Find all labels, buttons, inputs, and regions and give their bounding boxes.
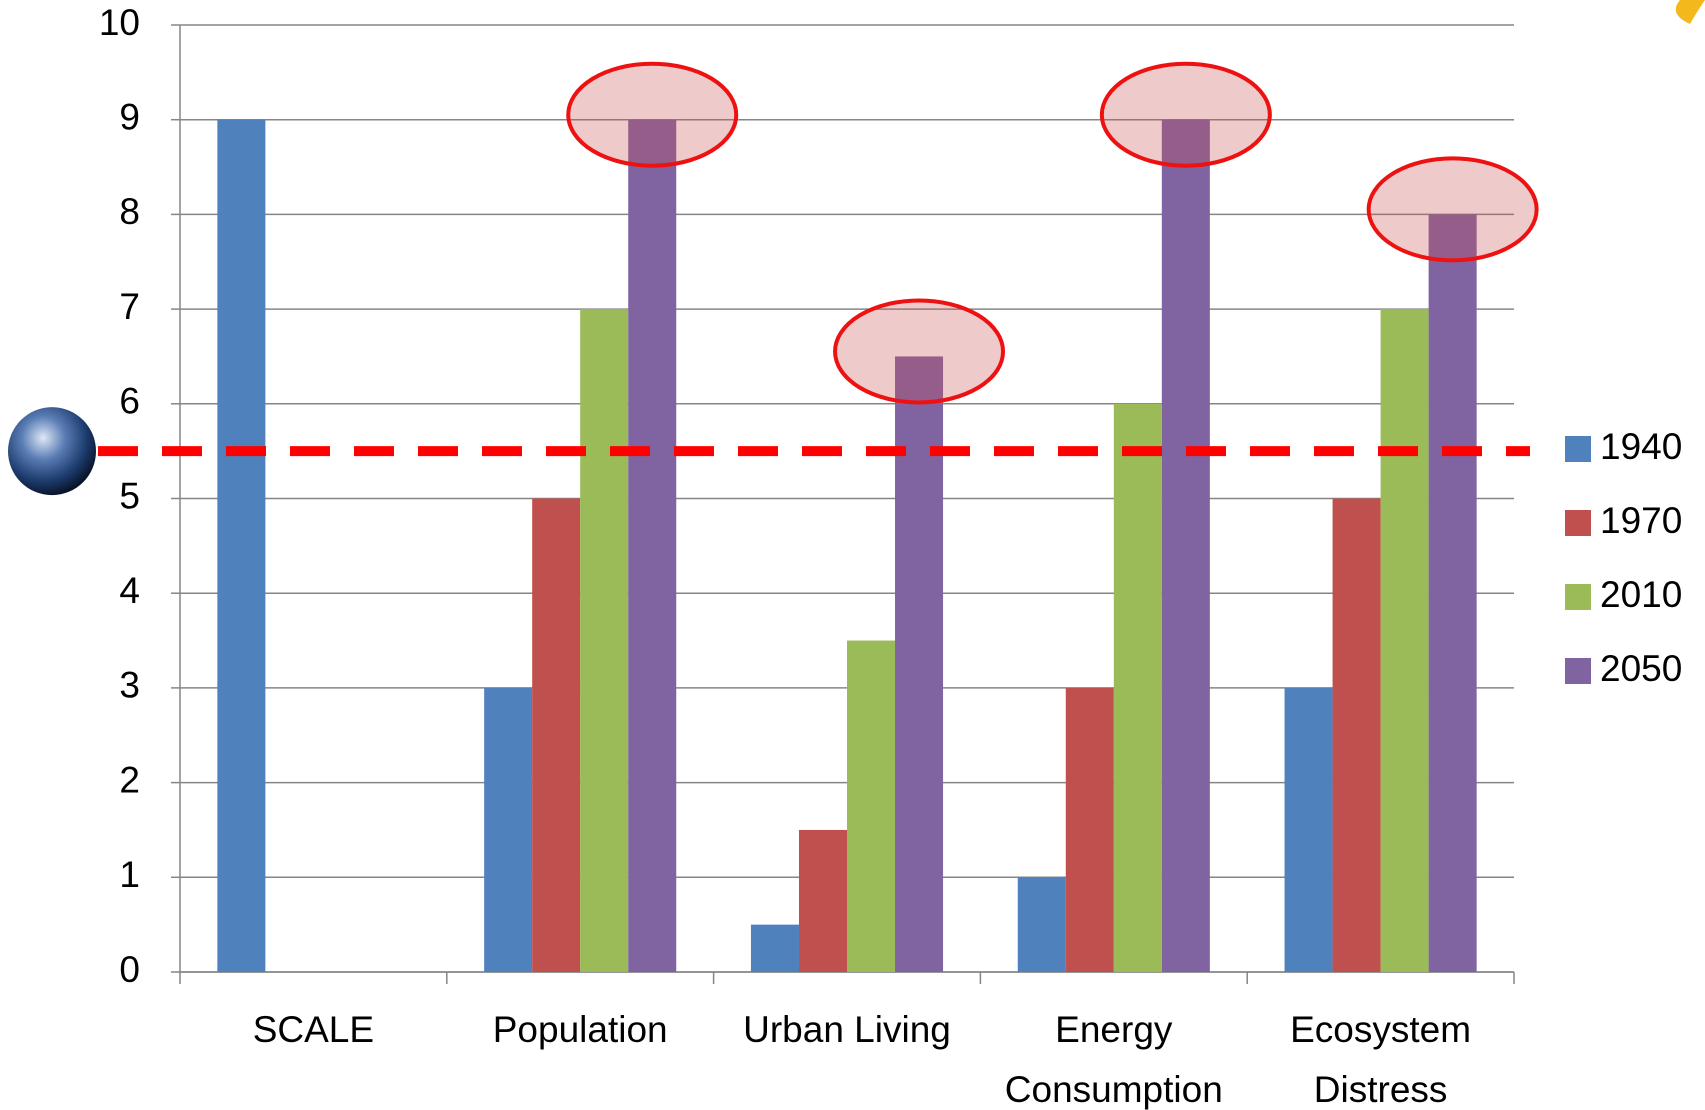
corner-decoration (1675, 0, 1705, 24)
y-tick-label: 7 (119, 286, 140, 327)
x-tick-label: Population (493, 1009, 668, 1050)
y-tick-label: 6 (119, 381, 140, 422)
bar (750, 924, 799, 972)
legend-label: 2050 (1600, 648, 1682, 689)
y-tick-label: 4 (119, 570, 140, 611)
legend-label: 1970 (1600, 500, 1682, 541)
legend-swatch (1565, 584, 1591, 610)
bar (1284, 687, 1333, 972)
x-tick-label: Urban Living (743, 1009, 951, 1050)
bar (532, 498, 581, 972)
bar (1161, 119, 1210, 972)
x-tick-label-line: SCALE (253, 1009, 374, 1050)
x-tick-label-line: Energy (1055, 1009, 1173, 1050)
bar (1113, 403, 1162, 972)
y-tick-label: 0 (119, 949, 140, 990)
highlight-ellipse (833, 298, 1006, 405)
y-tick-label: 2 (119, 759, 140, 800)
y-tick-label: 9 (119, 96, 140, 137)
bar (1017, 877, 1066, 972)
bar (628, 119, 677, 972)
earth-icon (8, 407, 96, 496)
bar (1332, 498, 1381, 972)
x-tick-label: Energy Consumption (1005, 1009, 1223, 1110)
x-tick-label-line: Urban Living (743, 1009, 951, 1050)
highlight-ellipse (1099, 61, 1272, 168)
bar (1380, 309, 1429, 973)
y-tick-label: 1 (119, 854, 140, 895)
bar (580, 309, 629, 973)
legend-label: 2010 (1600, 574, 1682, 615)
highlight-ellipse (566, 61, 739, 168)
bar (1428, 214, 1477, 972)
bar (217, 119, 266, 972)
y-tick-label: 3 (119, 665, 140, 706)
bar (484, 687, 533, 972)
x-tick-label-line: Ecosystem (1290, 1009, 1471, 1050)
legend-swatch (1565, 436, 1591, 462)
x-tick-label: SCALE (253, 1009, 374, 1050)
legend-swatch (1565, 510, 1591, 536)
bar (895, 356, 944, 972)
bar (798, 829, 847, 972)
x-tick-label-line: Consumption (1005, 1069, 1223, 1110)
bar (1065, 687, 1114, 972)
x-tick-label-line: Distress (1314, 1069, 1448, 1110)
y-tick-label: 5 (119, 475, 140, 516)
legend-label: 1940 (1600, 426, 1682, 467)
x-tick-label: Ecosystem Distress (1290, 1009, 1471, 1110)
bar (847, 640, 896, 972)
legend-swatch (1565, 658, 1591, 684)
x-tick-label-line: Population (493, 1009, 668, 1050)
highlight-ellipse (1366, 156, 1539, 263)
y-tick-label: 8 (119, 191, 140, 232)
y-tick-label: 10 (99, 2, 140, 43)
